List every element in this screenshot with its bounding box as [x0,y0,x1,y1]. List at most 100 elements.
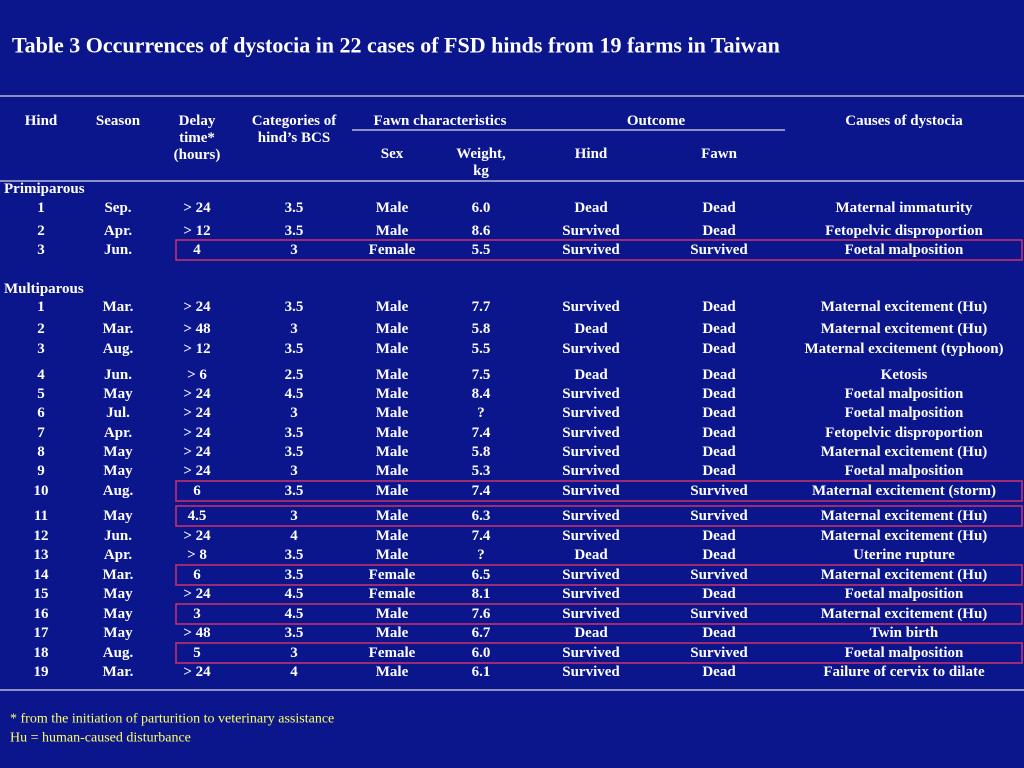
table-cell: Male [376,444,409,460]
table-cell: Dead [574,367,608,383]
table-cell: > 48 [183,321,210,337]
table-cell: Survived [562,299,620,315]
section-label: Multiparous [4,281,84,297]
table-cell: Male [376,223,409,239]
table-cell: Survived [690,567,748,583]
table-cell: > 24 [183,664,211,680]
table-cell: 11 [34,508,48,524]
table-cell: Foetal malposition [845,463,964,479]
table-cell: 18 [34,645,49,661]
table-cell: Maternal excitement (Hu) [821,567,988,583]
table-cell: Maternal excitement (storm) [812,483,996,499]
section-label: Primiparous [4,181,85,197]
table-cell: Male [376,463,409,479]
table-cell: 13 [34,547,49,563]
table-cell: Dead [574,547,608,563]
table-cell: 5.8 [472,444,491,460]
table-cell: > 24 [183,528,211,544]
table-cell: 4 [37,367,45,383]
table-cell: Male [376,321,409,337]
table-cell: 3.5 [285,547,304,563]
highlight-box [175,239,1023,261]
table-cell: 3.5 [285,483,304,499]
table-cell: 3 [193,606,201,622]
group-header: Fawn characteristics [374,113,507,129]
table-cell: 7.4 [472,528,491,544]
column-header: hind’s BCS [258,130,330,146]
table-cell: 16 [34,606,50,622]
table-cell: 6.5 [472,567,491,583]
table-cell: Survived [562,444,620,460]
table-cell: Survived [562,567,620,583]
table-cell: Dead [702,463,736,479]
table-cell: Female [369,645,416,661]
table-cell: May [103,386,133,402]
column-header: Season [96,113,141,129]
table-cell: May [103,463,133,479]
table-cell: Survived [562,606,620,622]
table-cell: 6.0 [472,200,491,216]
group-header: Outcome [627,113,686,129]
table-cell: Dead [702,625,736,641]
table-cell: > 48 [183,625,210,641]
table-cell: Foetal malposition [845,645,964,661]
table-cell: ? [477,547,485,563]
table-cell: Male [376,367,409,383]
table-cell: 3 [290,645,298,661]
table-cell: Survived [562,425,620,441]
table-cell: May [103,586,133,602]
table-cell: 7 [37,425,45,441]
table-cell: 5.3 [472,463,491,479]
table-cell: Jun. [104,242,132,258]
column-header: Fawn [701,146,737,162]
table-cell: 3 [290,242,298,258]
highlight-box [175,480,1023,502]
table-cell: Foetal malposition [845,242,964,258]
table-cell: Male [376,664,409,680]
table-cell: Jun. [104,528,132,544]
table-cell: Survived [562,242,620,258]
column-header: Delay [179,113,216,129]
table-cell: > 24 [183,444,211,460]
table-cell: Aug. [103,341,134,357]
table-cell: Survived [562,483,620,499]
table-cell: May [103,508,133,524]
table-cell: 12 [34,528,49,544]
highlight-box [175,505,1023,527]
table-cell: Twin birth [870,625,939,641]
table-cell: 3.5 [285,625,304,641]
table-cell: 5.5 [472,341,491,357]
column-header: (hours) [174,147,221,163]
table-cell: Foetal malposition [845,386,964,402]
column-header: Hind [25,113,58,129]
table-cell: 6 [193,483,201,499]
table-cell: Dead [702,223,736,239]
table-cell: Dead [702,586,736,602]
table-cell: Male [376,508,409,524]
table-cell: 1 [37,299,45,315]
table-cell: 4 [290,528,298,544]
table-cell: 6 [37,405,45,421]
table-cell: Male [376,547,409,563]
table-cell: 7.5 [472,367,491,383]
highlight-box [175,564,1023,586]
table-cell: 8.6 [472,223,491,239]
table-cell: Maternal excitement (Hu) [821,444,988,460]
table-cell: Foetal malposition [845,405,964,421]
column-header: kg [473,163,489,179]
table-cell: May [103,444,133,460]
table-cell: 3.5 [285,200,304,216]
table-cell: 3 [290,405,298,421]
table-cell: Mar. [103,664,134,680]
table-cell: 3.5 [285,223,304,239]
column-header: Sex [381,146,404,162]
table-cell: 2 [37,321,45,337]
table-cell: 5.8 [472,321,491,337]
table-cell: Ketosis [881,367,928,383]
table-cell: 3.5 [285,444,304,460]
table-cell: 7.4 [472,425,491,441]
table-cell: Survived [690,606,748,622]
table-cell: Maternal excitement (Hu) [821,508,988,524]
column-header: Hind [575,146,608,162]
